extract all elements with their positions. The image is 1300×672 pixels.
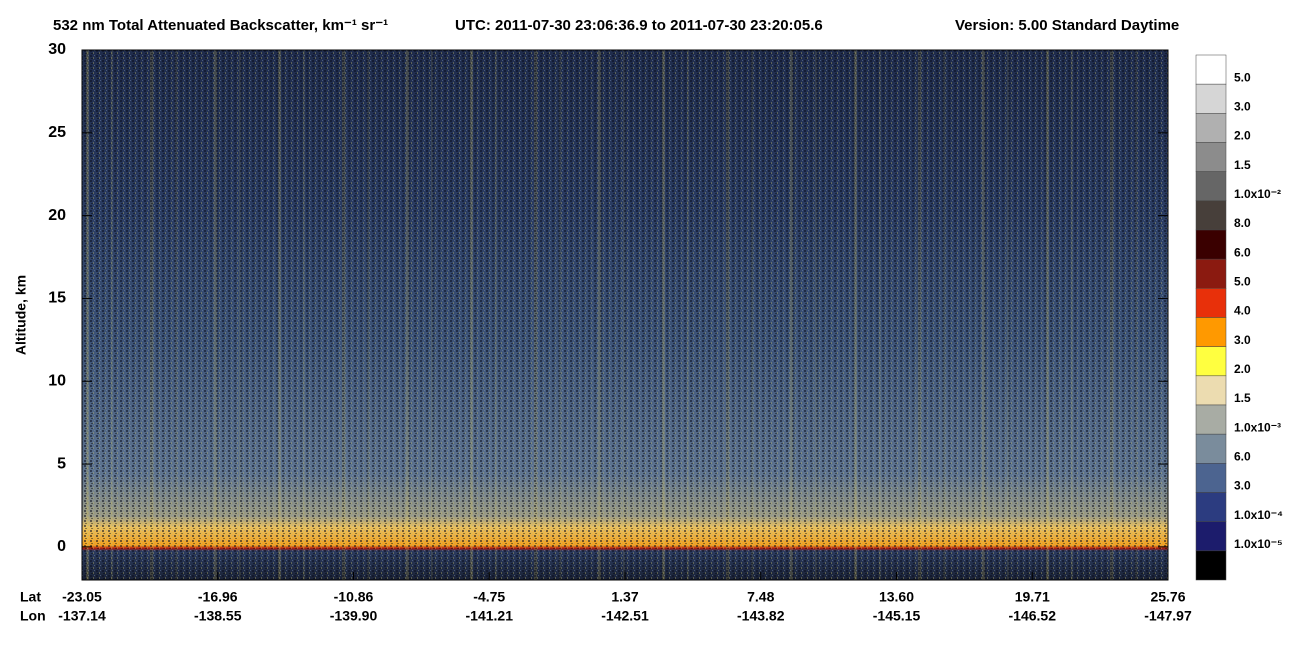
colorbar-label: 2.0 (1234, 129, 1251, 143)
colorbar-swatch (1195, 463, 1227, 493)
y-axis-label: Altitude, km (13, 275, 29, 355)
x-tick-label: -145.15 (873, 608, 921, 624)
chart-title: 532 nm Total Attenuated Backscatter, km⁻… (53, 17, 388, 34)
colorbar-label: 8.0 (1234, 216, 1251, 230)
y-tick-label: 25 (48, 124, 66, 141)
colorbar-swatch (1195, 142, 1227, 172)
y-tick-label: 15 (48, 290, 66, 307)
colorbar-swatch (1195, 83, 1227, 114)
y-tick-label: 0 (57, 538, 66, 555)
colorbar-label: 4.0 (1234, 304, 1251, 318)
colorbar-swatch (1195, 229, 1227, 260)
colorbar-swatch (1195, 492, 1227, 522)
x-tick-label: -137.14 (58, 608, 106, 624)
colorbar-swatch (1195, 404, 1227, 435)
x-tick-label: -10.86 (334, 589, 374, 605)
y-tick-label: 5 (57, 455, 66, 472)
x-tick-label: -141.21 (466, 608, 514, 624)
y-tick-label: 30 (48, 41, 66, 58)
version: Version: 5.00 Standard Daytime (955, 17, 1179, 34)
colorbar-label: 1.0x10⁻² (1234, 187, 1281, 201)
x-tick-label: 25.76 (1150, 589, 1185, 605)
x-tick-label: -147.97 (1144, 608, 1192, 624)
utc-range: UTC: 2011-07-30 23:06:36.9 to 2011-07-30… (455, 17, 823, 34)
x-tick-label: -146.52 (1009, 608, 1057, 624)
colorbar-swatch (1195, 550, 1227, 581)
colorbar-label: 3.0 (1234, 333, 1251, 347)
colorbar-label: 5.0 (1234, 70, 1251, 84)
colorbar-swatch (1195, 54, 1227, 85)
colorbar-swatch (1195, 200, 1227, 231)
colorbar-label: 1.0x10⁻³ (1234, 420, 1281, 434)
colorbar-swatch (1195, 288, 1227, 318)
x-tick-label: -23.05 (62, 589, 102, 605)
colorbar-swatch (1195, 375, 1227, 406)
colorbar-label: 1.0x10⁻⁴ (1234, 508, 1283, 522)
colorbar-swatch (1195, 346, 1227, 377)
plot-image (82, 50, 1168, 580)
x-tick-label: -143.82 (737, 608, 785, 624)
x-tick-label: -142.51 (601, 608, 649, 624)
x-row-name: Lon (20, 608, 46, 624)
x-tick-label: 1.37 (611, 589, 638, 605)
y-tick-label: 10 (48, 372, 66, 389)
x-row-name: Lat (20, 589, 41, 605)
colorbar-label: 2.0 (1234, 362, 1251, 376)
colorbar-label: 6.0 (1234, 245, 1251, 259)
colorbar-swatch (1195, 258, 1227, 289)
colorbar-label: 1.5 (1234, 391, 1251, 405)
colorbar-swatch (1195, 171, 1227, 202)
y-tick-label: 20 (48, 207, 66, 224)
colorbar-label: 3.0 (1234, 100, 1251, 114)
colorbar-label: 1.5 (1234, 158, 1251, 172)
x-tick-label: -138.55 (194, 608, 242, 624)
colorbar-label: 5.0 (1234, 275, 1251, 289)
x-tick-label: -16.96 (198, 589, 238, 605)
colorbar-swatch (1195, 521, 1227, 552)
colorbar-label: 3.0 (1234, 479, 1251, 493)
colorbar-swatch (1195, 317, 1227, 347)
colorbar-swatch (1195, 113, 1227, 143)
x-tick-label: -4.75 (473, 589, 505, 605)
x-tick-label: 7.48 (747, 589, 774, 605)
colorbar-label: 1.0x10⁻⁵ (1234, 537, 1283, 551)
x-tick-label: 19.71 (1015, 589, 1050, 605)
x-tick-label: 13.60 (879, 589, 914, 605)
colorbar-label: 6.0 (1234, 450, 1251, 464)
x-tick-label: -139.90 (330, 608, 378, 624)
colorbar-swatch (1195, 433, 1227, 464)
